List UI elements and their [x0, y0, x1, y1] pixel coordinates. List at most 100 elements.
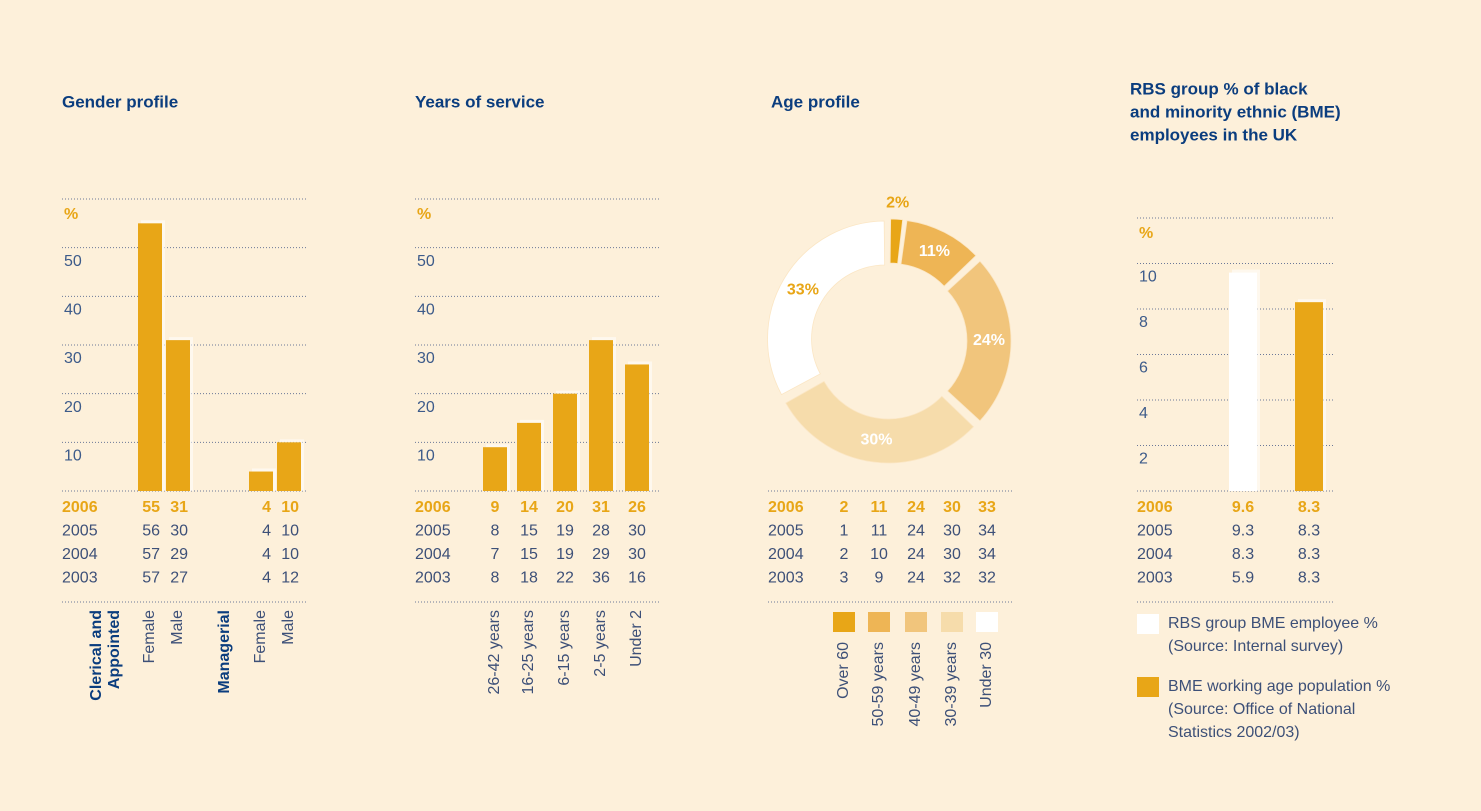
bar	[249, 471, 273, 491]
table-value: 7	[491, 546, 500, 563]
x-tick-label: 16-25 years	[520, 610, 537, 695]
table-value: 4	[262, 570, 271, 587]
table-value: 55	[142, 499, 160, 516]
table-value: 18	[520, 570, 538, 587]
table-value: 29	[592, 546, 610, 563]
y-tick-label: 10	[1139, 269, 1157, 286]
table-value: 28	[592, 523, 610, 540]
table-value: 8.3	[1298, 523, 1320, 540]
table-value: 24	[907, 499, 925, 516]
legend-swatch	[833, 612, 855, 632]
table-value: 30	[943, 499, 961, 516]
chart-title: Years of service	[415, 92, 544, 111]
slice-label: 33%	[787, 281, 819, 298]
table-value: 10	[870, 546, 888, 563]
y-tick-label: 50	[64, 253, 82, 270]
x-tick-label: Male	[280, 610, 297, 645]
legend-label: 30-39 years	[943, 642, 960, 727]
table-value: 34	[978, 546, 996, 563]
table-value: 24	[907, 546, 925, 563]
table-value: 8	[491, 570, 500, 587]
table-value: 19	[556, 523, 574, 540]
legend-label: Over 60	[835, 642, 852, 699]
table-row-label: 2006	[415, 499, 451, 516]
table-value: 33	[978, 499, 996, 516]
table-value: 11	[871, 499, 888, 516]
y-tick-label: 2	[1139, 451, 1148, 468]
table-value: 29	[170, 546, 188, 563]
table-value: 32	[943, 570, 961, 587]
table-row-label: 2003	[62, 570, 98, 587]
table-row-label: 2005	[62, 523, 98, 540]
table-row-label: 2003	[415, 570, 451, 587]
table-value: 8	[491, 523, 500, 540]
legend-swatch	[1137, 614, 1159, 634]
x-tick-label: Under 2	[628, 610, 645, 667]
table-value: 30	[943, 546, 961, 563]
table-value: 32	[978, 570, 996, 587]
y-tick-label: 20	[64, 399, 82, 416]
table-value: 20	[556, 499, 574, 516]
table-row-label: 2005	[415, 523, 451, 540]
bar	[166, 340, 190, 491]
table-value: 31	[592, 499, 610, 516]
legend-label: RBS group BME employee %	[1168, 615, 1378, 632]
table-row-label: 2004	[415, 546, 451, 563]
table-value: 24	[907, 523, 925, 540]
y-tick-label: 50	[417, 253, 435, 270]
table-value: 11	[871, 523, 888, 540]
chart-title: RBS group % of black	[1130, 79, 1308, 98]
slice-label: 24%	[973, 332, 1005, 349]
y-tick-label: 6	[1139, 360, 1148, 377]
table-row-label: 2004	[62, 546, 98, 563]
y-tick-label: 20	[417, 399, 435, 416]
slice-label: 2%	[886, 194, 909, 211]
x-tick-label: 6-15 years	[556, 610, 573, 686]
table-value: 34	[978, 523, 996, 540]
pie-slice	[946, 260, 1012, 422]
legend-swatch	[868, 612, 890, 632]
bar	[277, 442, 301, 491]
bar	[138, 223, 162, 492]
x-tick-label: Male	[169, 610, 186, 645]
table-value: 4	[262, 546, 271, 563]
group-label: Managerial	[216, 610, 233, 694]
table-value: 4	[262, 499, 271, 516]
pie-slice	[889, 218, 904, 264]
legend-label: 50-59 years	[870, 642, 887, 727]
slice-label: 30%	[860, 431, 892, 448]
y-tick-label: 30	[417, 350, 435, 367]
table-value: 15	[520, 546, 538, 563]
table-value: 30	[170, 523, 188, 540]
table-value: 24	[907, 570, 925, 587]
table-value: 19	[556, 546, 574, 563]
bar	[589, 340, 613, 491]
table-value: 57	[142, 570, 160, 587]
pie-slice	[785, 380, 975, 464]
y-tick-label: 40	[417, 302, 435, 319]
table-value: 15	[520, 523, 538, 540]
y-tick-label: 10	[64, 448, 82, 465]
table-value: 5.9	[1232, 570, 1254, 587]
x-tick-label: Female	[252, 610, 269, 663]
table-value: 30	[628, 523, 646, 540]
legend-label: Under 30	[978, 642, 995, 708]
legend-label: 40-49 years	[907, 642, 924, 727]
legend-swatch	[905, 612, 927, 632]
table-value: 22	[556, 570, 574, 587]
y-tick-label: 8	[1139, 314, 1148, 331]
table-value: 36	[592, 570, 610, 587]
bar	[553, 393, 577, 491]
table-value: 10	[281, 546, 299, 563]
y-tick-label: 4	[1139, 405, 1148, 422]
table-value: 10	[281, 523, 299, 540]
table-value: 26	[628, 499, 646, 516]
table-value: 9.6	[1232, 499, 1254, 516]
table-value: 56	[142, 523, 160, 540]
table-row-label: 2003	[768, 570, 804, 587]
legend-source: (Source: Office of National	[1168, 701, 1355, 718]
table-row-label: 2006	[768, 499, 804, 516]
chart-title: and minority ethnic (BME)	[1130, 102, 1341, 121]
table-value: 9.3	[1232, 523, 1254, 540]
